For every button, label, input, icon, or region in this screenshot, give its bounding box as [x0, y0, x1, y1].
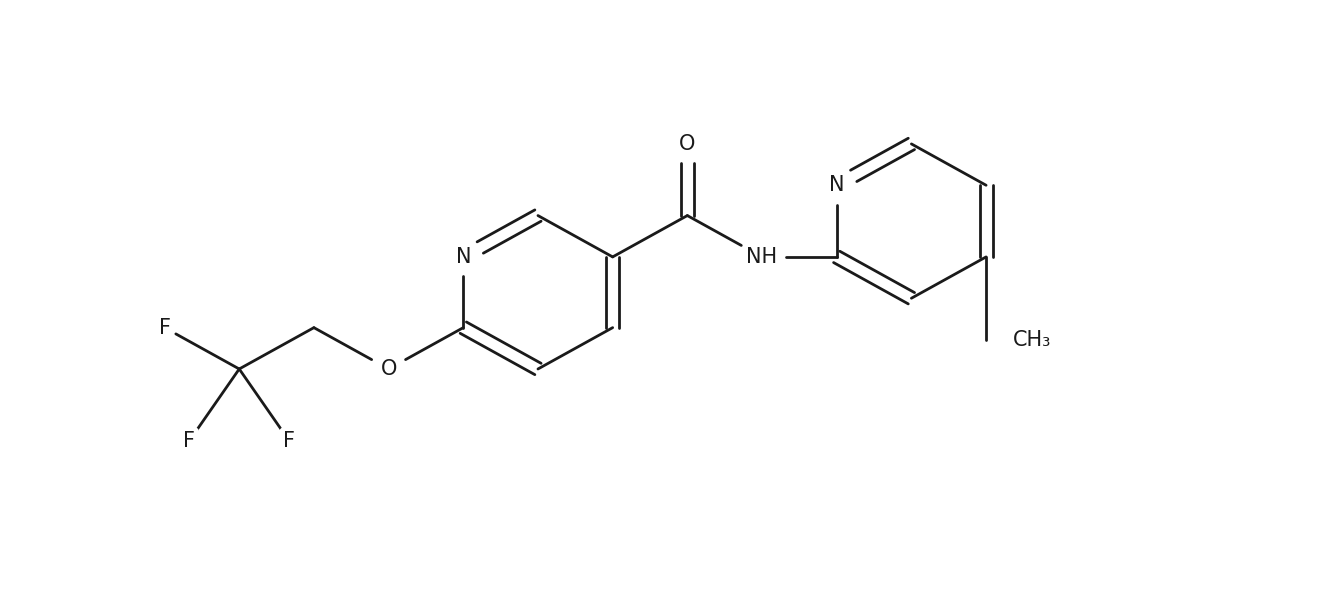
Text: O: O: [380, 359, 396, 379]
Text: CH₃: CH₃: [1013, 329, 1052, 350]
Text: NH: NH: [746, 247, 778, 267]
Text: F: F: [184, 431, 196, 451]
Text: N: N: [456, 247, 471, 267]
Text: F: F: [283, 431, 295, 451]
Text: O: O: [680, 134, 696, 154]
Text: N: N: [829, 175, 845, 196]
Text: F: F: [158, 318, 170, 338]
